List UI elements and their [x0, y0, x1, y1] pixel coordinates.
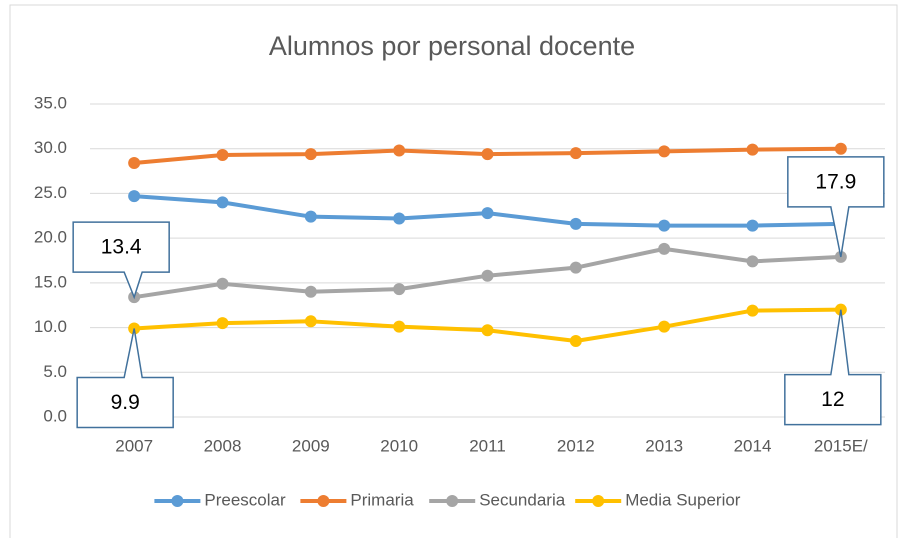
legend-marker [446, 495, 459, 507]
legend-marker [171, 495, 184, 507]
x-tick-label: 2008 [204, 436, 242, 455]
point [216, 317, 229, 330]
point [746, 304, 759, 317]
x-tick-label: 2007 [115, 436, 153, 455]
callout-box [787, 156, 885, 258]
point [481, 324, 494, 337]
callout-box [72, 221, 170, 300]
point [658, 219, 671, 232]
legend-label: Preescolar [204, 490, 286, 509]
point [569, 147, 582, 160]
point [481, 269, 494, 282]
point [658, 145, 671, 158]
point [481, 207, 494, 220]
point [746, 143, 759, 156]
point [569, 334, 582, 347]
x-tick-label: 2011 [469, 436, 506, 455]
y-tick-label: 20.0 [34, 228, 67, 247]
point [393, 283, 406, 296]
callout-box [784, 309, 882, 426]
data-label: 17.9 [815, 170, 856, 193]
point [569, 261, 582, 274]
x-tick-label: 2013 [645, 436, 683, 455]
legend-marker [317, 495, 330, 507]
point [393, 144, 406, 157]
point [569, 217, 582, 230]
point [481, 148, 494, 161]
point [128, 157, 141, 170]
point [834, 142, 847, 155]
y-tick-label: 35.0 [34, 93, 67, 112]
x-tick-label: 2010 [380, 436, 418, 455]
legend-marker [592, 495, 605, 507]
point [216, 148, 229, 161]
chart-title: Alumnos por personal docente [269, 31, 635, 61]
point [216, 277, 229, 290]
data-label: 12 [821, 388, 844, 411]
point [304, 285, 317, 298]
point [304, 315, 317, 328]
y-tick-label: 25.0 [34, 183, 67, 202]
x-tick-label: 2014 [734, 436, 772, 455]
callout-box [76, 328, 174, 429]
point [304, 210, 317, 223]
point [393, 212, 406, 225]
data-label: 9.9 [111, 391, 140, 414]
legend-label: Primaria [350, 490, 414, 509]
y-tick-label: 5.0 [43, 362, 67, 381]
point [216, 196, 229, 209]
point [128, 190, 141, 203]
y-tick-label: 10.0 [34, 317, 67, 336]
point [746, 219, 759, 232]
y-tick-label: 30.0 [34, 138, 67, 157]
legend-label: Media Superior [625, 490, 741, 509]
point [658, 320, 671, 333]
point [393, 320, 406, 333]
y-tick-label: 15.0 [34, 272, 67, 291]
x-tick-label: 2012 [557, 436, 595, 455]
point [658, 242, 671, 255]
y-tick-label: 0.0 [43, 406, 67, 425]
legend-label: Secundaria [479, 490, 566, 509]
point [746, 255, 759, 268]
data-label: 13.4 [101, 236, 142, 259]
point [304, 148, 317, 161]
x-tick-label: 2009 [292, 436, 330, 455]
x-tick-label: 2015E/ [814, 436, 868, 455]
